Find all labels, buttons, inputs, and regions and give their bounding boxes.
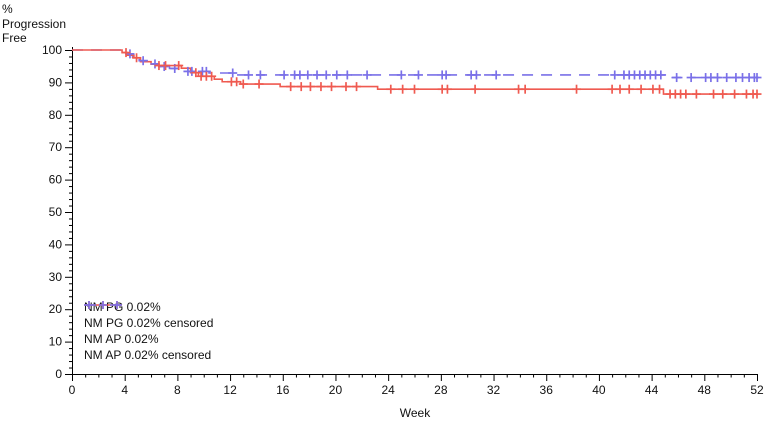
- legend-label: NM PG 0.02% censored: [84, 316, 214, 330]
- x-tick-label: 32: [487, 383, 501, 397]
- legend-label: NM AP 0.02%: [84, 332, 159, 346]
- series-nm-pg-curve: [72, 49, 757, 95]
- x-tick-label: 36: [540, 383, 554, 397]
- x-tick-label: 16: [276, 383, 290, 397]
- legend-label: NM AP 0.02% censored: [84, 348, 212, 362]
- y-tick-label: 90: [49, 75, 63, 89]
- x-tick-label: 48: [698, 383, 712, 397]
- x-tick-label: 8: [174, 383, 181, 397]
- legend-sample-plus-markers-icon: [85, 301, 121, 309]
- y-tick-label: 10: [49, 335, 63, 349]
- x-tick-label: 40: [592, 383, 606, 397]
- x-tick-label: 0: [69, 383, 76, 397]
- x-axis-ticks: 0 4 8 12 16 20 24 28 32 36 40 44 48 52: [69, 374, 764, 397]
- x-tick-label: 52: [750, 383, 764, 397]
- y-axis-title-line: Free: [2, 31, 27, 45]
- x-tick-label: 28: [434, 383, 448, 397]
- y-tick-label: 40: [49, 237, 63, 251]
- y-axis-title-line: %: [2, 2, 13, 16]
- legend: NM PG 0.02% NM PG 0.02% censored NM AP 0…: [84, 299, 213, 363]
- legend-item-nm-ap-line: NM AP 0.02%: [84, 304, 213, 347]
- y-tick-label: 30: [49, 270, 63, 284]
- legend-item-nm-ap-censored: NM AP 0.02% censored: [84, 301, 213, 363]
- x-axis-title: Week: [399, 406, 431, 420]
- x-tick-label: 44: [645, 383, 659, 397]
- x-tick-label: 24: [381, 383, 395, 397]
- y-tick-label: 70: [49, 140, 63, 154]
- series-nm-ap-censored-marks: [125, 49, 762, 83]
- x-tick-label: 4: [121, 383, 128, 397]
- y-axis-title: % Progression Free: [2, 2, 66, 46]
- y-tick-label: 60: [49, 173, 63, 187]
- x-tick-label: 20: [329, 383, 343, 397]
- y-axis-ticks: 0 10 20 30 40 50 60 70 80 90 100: [42, 43, 72, 381]
- y-axis-title-line: Progression: [2, 16, 67, 31]
- series-nm-pg-censored-marks: [121, 48, 762, 99]
- y-tick-label: 20: [49, 302, 63, 316]
- x-tick-label: 12: [223, 383, 237, 397]
- y-tick-label: 0: [55, 367, 62, 381]
- y-tick-label: 50: [49, 205, 63, 219]
- legend-item-nm-pg-censored: NM PG 0.02% censored: [84, 301, 214, 331]
- series-nm-ap-curve: [72, 49, 757, 79]
- y-tick-label: 80: [49, 108, 63, 122]
- y-tick-label: 100: [42, 43, 62, 57]
